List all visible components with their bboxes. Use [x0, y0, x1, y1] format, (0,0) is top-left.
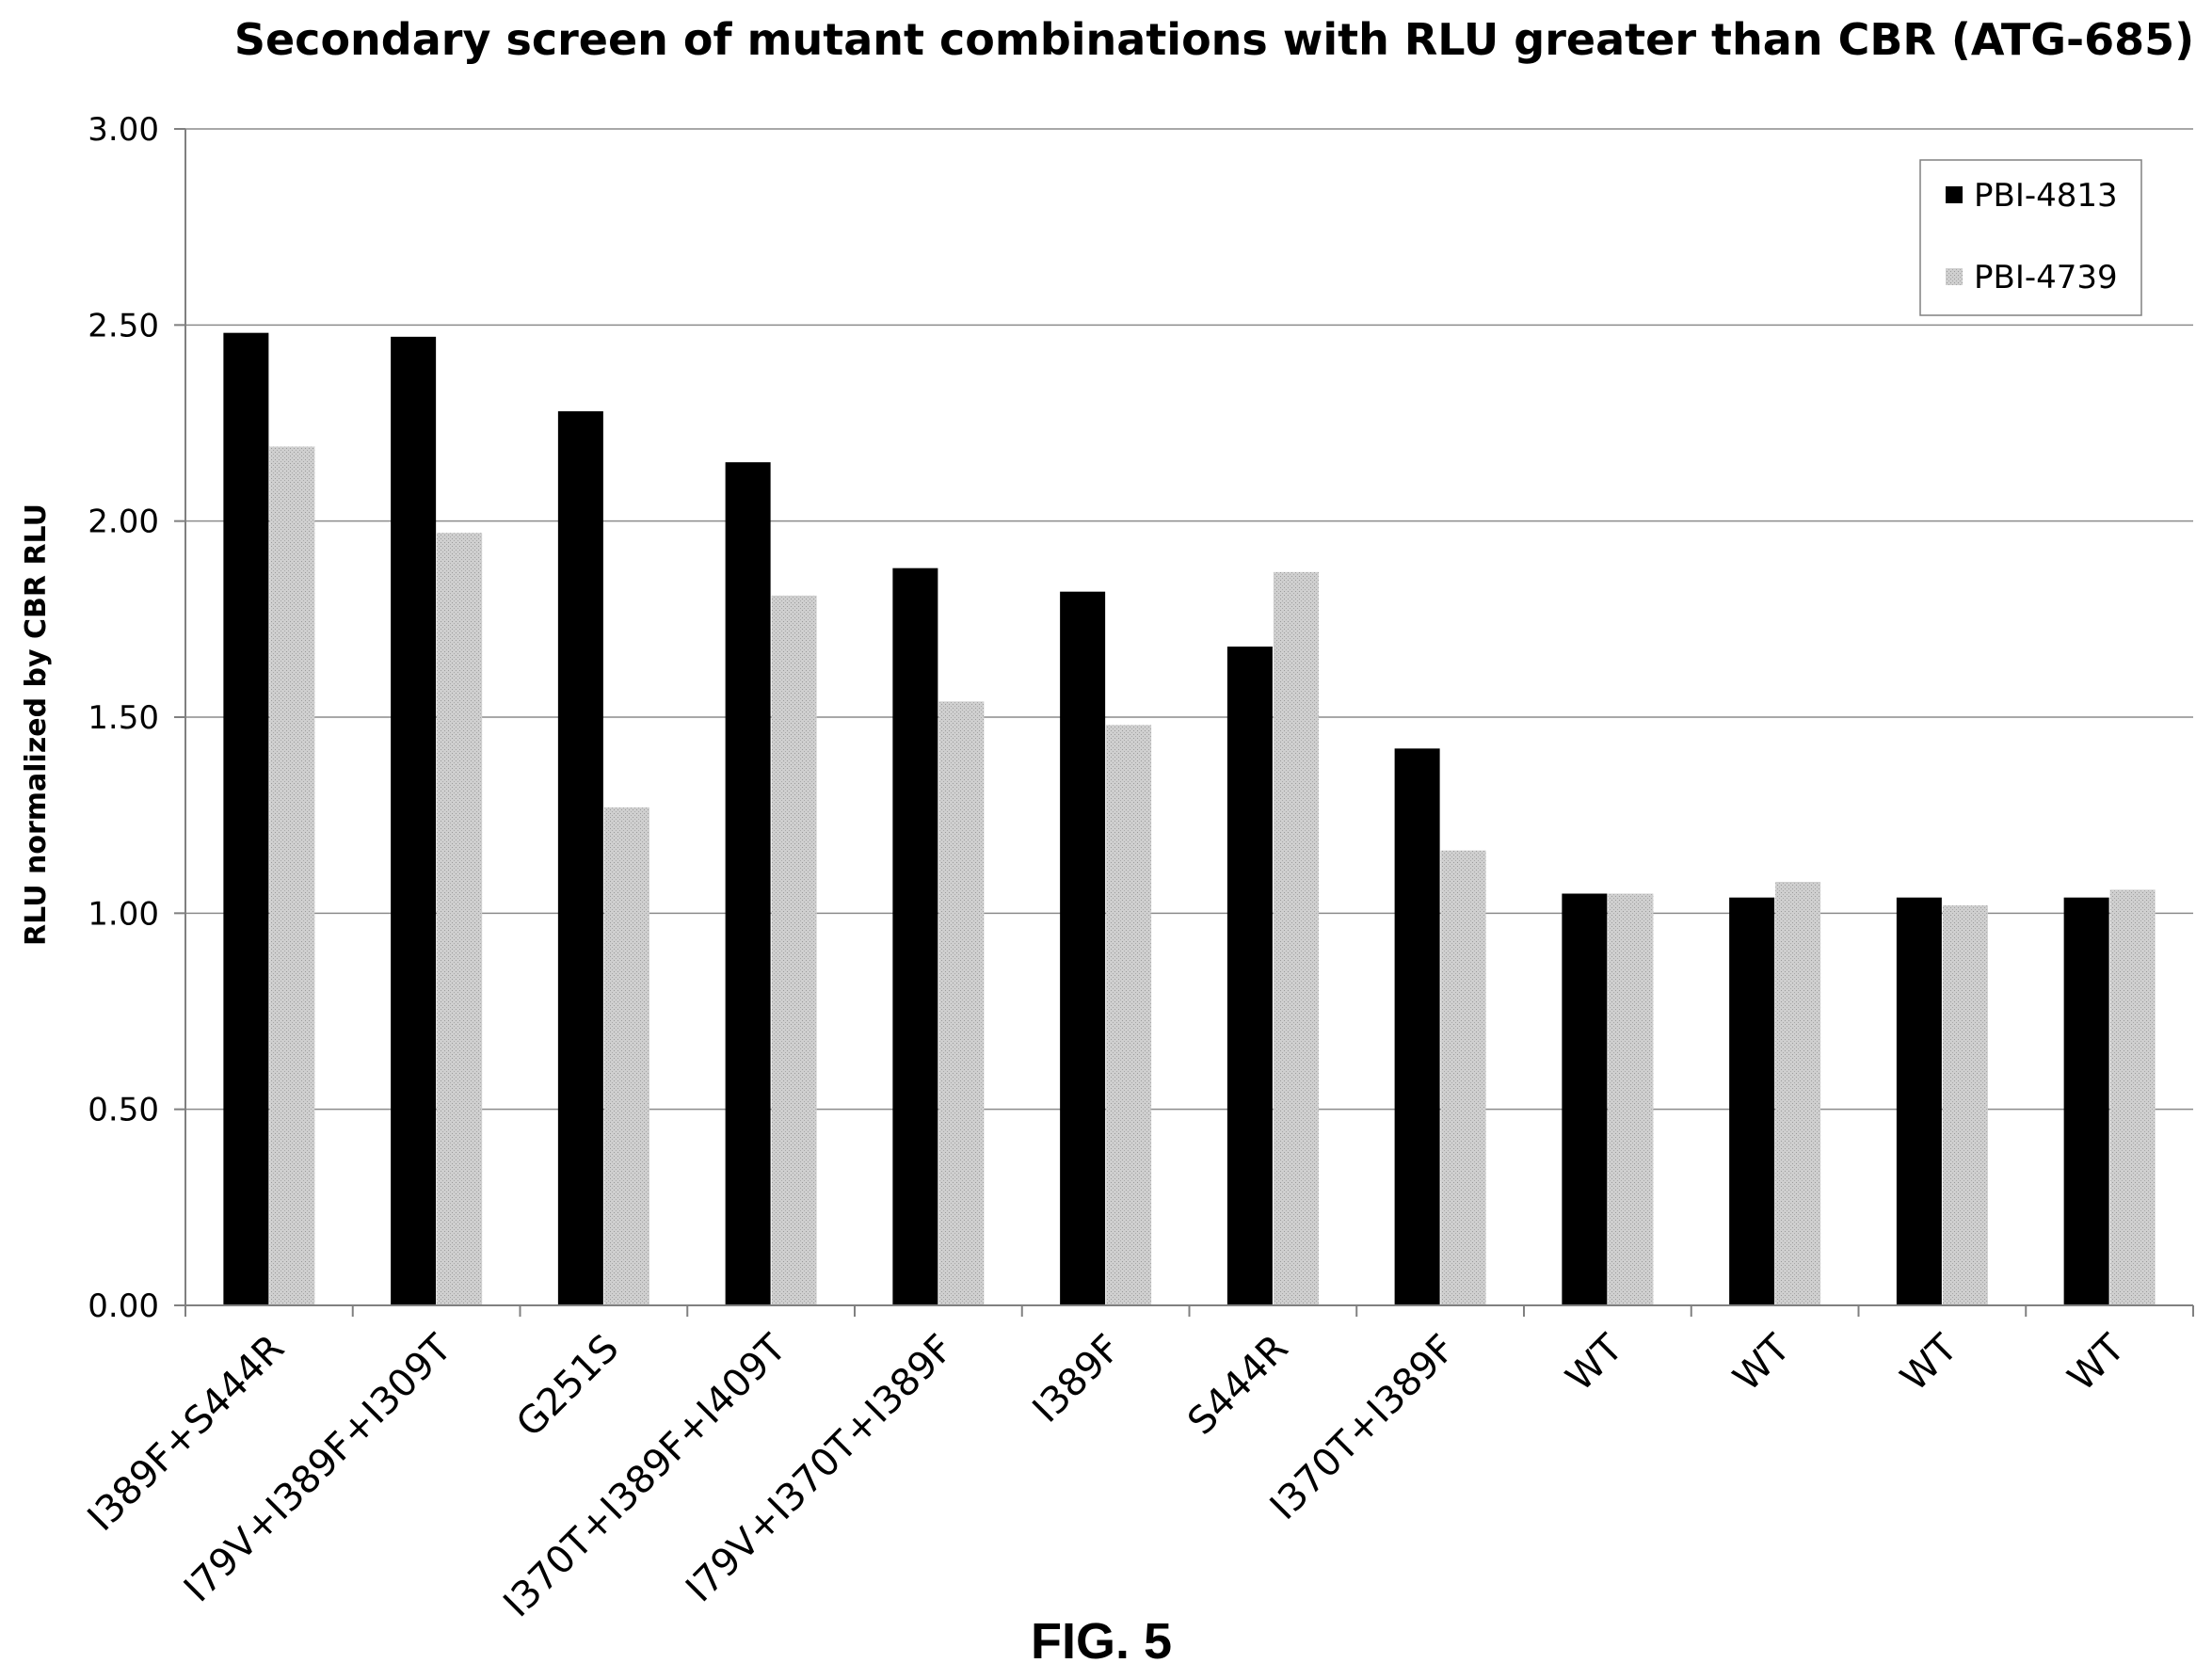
y-tick-label: 3.00: [88, 111, 159, 149]
y-tick-label: 0.50: [88, 1092, 159, 1129]
chart-title: Secondary screen of mutant combinations …: [234, 14, 2194, 65]
bar-pbi-4813-11: [2063, 897, 2109, 1305]
legend-swatch-pbi-4813: [1946, 186, 1963, 203]
y-tick-labels: 0.00 0.50 1.00 1.50 2.00 2.50 3.00: [88, 111, 159, 1325]
bar-pbi-4813-9: [1729, 897, 1775, 1305]
y-tick-label: 0.00: [88, 1287, 159, 1325]
bar-pbi-4739-0: [269, 446, 315, 1305]
y-tick-label: 2.50: [88, 307, 159, 344]
axes: [174, 128, 2194, 1317]
y-axis-label: RLU normalized by CBR RLU: [20, 504, 53, 946]
y-tick-label: 2.00: [88, 504, 159, 541]
bar-pbi-4739-2: [603, 807, 649, 1305]
x-category-label: WT: [1725, 1326, 1799, 1399]
bar-pbi-4739-10: [1942, 905, 1988, 1305]
bar-pbi-4739-9: [1775, 882, 1821, 1305]
legend-label-pbi-4813: PBI-4813: [1974, 177, 2118, 215]
bar-pbi-4813-4: [892, 568, 938, 1305]
y-tick-label: 1.50: [88, 699, 159, 737]
bar-pbi-4739-8: [1608, 893, 1654, 1305]
bars: [223, 332, 2156, 1306]
x-category-label: WT: [1558, 1326, 1631, 1399]
bar-pbi-4739-5: [1106, 725, 1152, 1305]
legend-box: [1919, 159, 2142, 316]
bar-pbi-4739-1: [437, 533, 483, 1305]
legend: PBI-4813 PBI-4739: [1919, 159, 2142, 316]
bar-pbi-4739-3: [771, 595, 817, 1305]
bar-pbi-4739-11: [2109, 889, 2156, 1305]
x-category-label: I370T+I389F+I409T: [495, 1326, 794, 1625]
bar-pbi-4739-6: [1273, 571, 1319, 1305]
gridlines: [185, 128, 2193, 1111]
bar-pbi-4813-2: [557, 411, 603, 1305]
x-category-label: I389F: [1025, 1327, 1130, 1431]
legend-swatch-pbi-4739: [1946, 268, 1963, 285]
legend-label-pbi-4739: PBI-4739: [1974, 259, 2118, 296]
bar-pbi-4813-8: [1562, 893, 1608, 1305]
x-category-label: WT: [1893, 1326, 1966, 1399]
bar-pbi-4813-10: [1896, 897, 1942, 1305]
bar-pbi-4739-4: [938, 701, 985, 1305]
bar-pbi-4739-7: [1440, 850, 1486, 1305]
bar-pbi-4813-6: [1226, 647, 1273, 1305]
y-tick-label: 1.00: [88, 895, 159, 933]
figure-caption: FIG. 5: [1031, 1613, 1172, 1670]
x-category-label: G251S: [508, 1327, 627, 1446]
x-category-label: S444R: [1179, 1327, 1296, 1444]
bar-pbi-4813-3: [725, 462, 771, 1306]
bar-pbi-4813-7: [1394, 748, 1440, 1305]
bar-pbi-4813-5: [1060, 591, 1106, 1305]
x-category-label: WT: [2060, 1326, 2133, 1399]
bar-pbi-4813-0: [223, 332, 269, 1306]
bar-pbi-4813-1: [391, 336, 437, 1305]
